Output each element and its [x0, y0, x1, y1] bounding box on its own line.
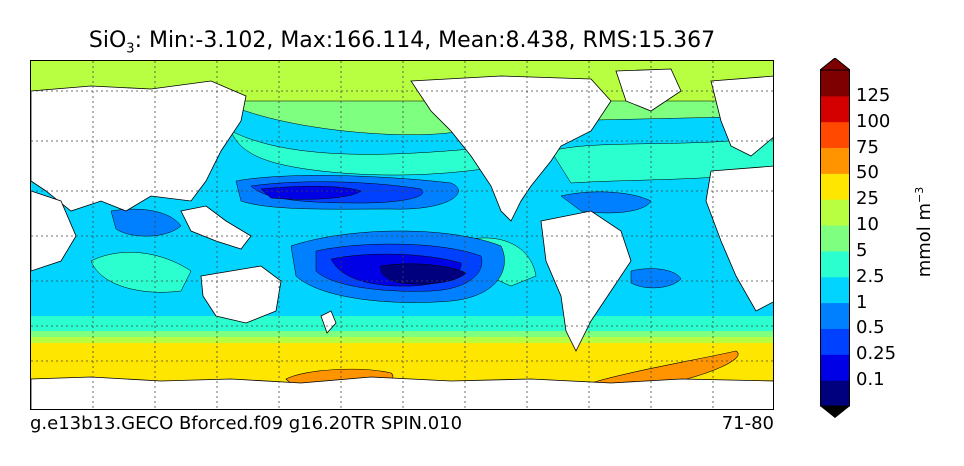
land-australia [200, 265, 282, 324]
concentration-map [30, 60, 774, 410]
colorbar-bin [820, 380, 850, 407]
colorbar-tick-label: 100 [856, 110, 891, 132]
map-title: SiO3: Min:-3.102, Max:166.114, Mean:8.43… [30, 28, 774, 56]
colorbar-labels: 0.1 0.25 0.5 1 2.5 5 10 25 50 75 100 125 [856, 70, 916, 395]
colorbar [820, 58, 850, 418]
south-atlantic-gyre [630, 268, 682, 289]
colorbar-frame [820, 69, 850, 407]
colorbar-bin [820, 225, 850, 252]
colorbar-tick-label: 125 [856, 84, 891, 106]
colorbar-tick-label: 25 [856, 188, 879, 210]
colorbar-tick-label: 0.25 [856, 343, 897, 365]
colorbar-tick-label: 1 [856, 291, 868, 313]
map-canvas [31, 61, 773, 409]
colorbar-bin [820, 95, 850, 123]
colorbar-bin [820, 328, 850, 355]
colorbar-bin [820, 121, 850, 149]
colorbar-bin [820, 276, 850, 304]
run-label: g.e13b13.GECO Bforced.f09 g16.20TR SPIN.… [30, 413, 463, 434]
land-europe [710, 75, 773, 157]
colorbar-unit: mmol m−3 [913, 187, 935, 278]
colorbar-tick-label: 2.5 [856, 265, 885, 287]
colorbar-extend-min [820, 406, 850, 418]
land-maritime-asia [180, 205, 252, 250]
land-india-africa-east [31, 190, 77, 272]
south-pacific-gyre-min [380, 263, 467, 285]
graticule [31, 61, 773, 409]
colorbar-tick-label: 5 [856, 239, 868, 261]
colorbar-tick-label: 50 [856, 162, 879, 184]
colorbar-tick-label: 0.5 [856, 317, 885, 339]
colorbar-bin [820, 199, 850, 226]
colorbar-extend-max [820, 58, 850, 71]
colorbar-bin [820, 70, 850, 97]
colorbar-unit-exponent: −3 [913, 186, 926, 203]
colorbar-bin [820, 302, 850, 329]
southern-ocean-band-high [31, 337, 773, 345]
colorbar-bin [820, 250, 850, 278]
land-antarctica [31, 376, 773, 409]
colorbar-bin [820, 354, 850, 381]
land-greenland [615, 68, 682, 112]
colorbar-bin [820, 147, 850, 174]
land-africa [705, 165, 773, 312]
colorbar-unit-base: mmol m [914, 202, 935, 278]
title-subscript: 3 [126, 41, 135, 57]
colorbar-tick-label: 75 [856, 136, 879, 158]
colorbar-bin [820, 173, 850, 200]
colorbar-tick-label: 0.1 [856, 369, 885, 391]
colorbar-tick-label: 10 [856, 214, 879, 236]
title-stats: : Min:-3.102, Max:166.114, Mean:8.438, R… [134, 28, 716, 53]
indian-ocean-gyre [110, 208, 182, 237]
title-species: SiO [88, 28, 127, 53]
years-label: 71-80 [721, 413, 774, 434]
land-new-zealand [320, 310, 337, 334]
land-north-america [410, 75, 612, 222]
